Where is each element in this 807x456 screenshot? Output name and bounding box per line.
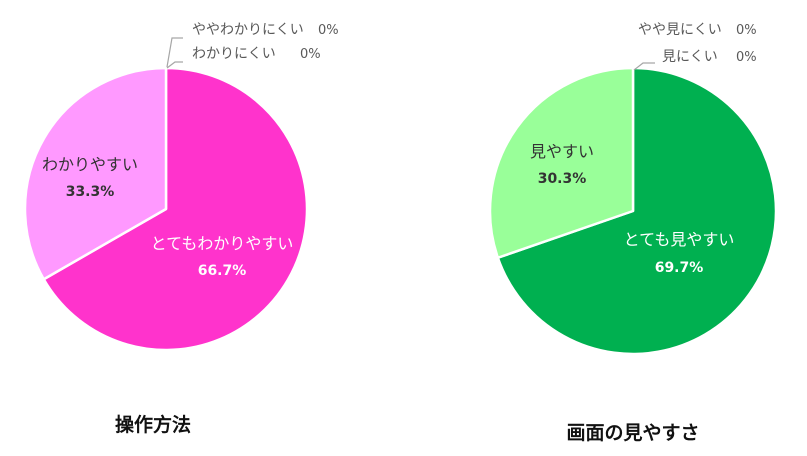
slice-label: ややわかりにくい bbox=[192, 22, 304, 38]
slice-value-label: 69.7% bbox=[655, 260, 704, 276]
slice-value-label: 0% bbox=[736, 23, 757, 38]
slice-value-label: 0% bbox=[318, 23, 339, 38]
slice-value-label: 30.3% bbox=[538, 171, 587, 187]
slice-value-label: 0% bbox=[736, 50, 757, 65]
chart-title: 操作方法 bbox=[115, 413, 191, 436]
slice-label: 見やすい bbox=[530, 142, 594, 161]
pie-slice bbox=[42, 66, 309, 352]
slice-label: とてもわかりやすい bbox=[151, 234, 294, 253]
chart-title: 画面の見やすさ bbox=[566, 422, 699, 444]
pie-slice bbox=[496, 66, 778, 356]
leader-line bbox=[633, 62, 655, 71]
slice-value-label: 0% bbox=[300, 47, 321, 62]
slice-label: わかりやすい bbox=[42, 155, 138, 174]
slice-label: とても見やすい bbox=[624, 230, 735, 249]
slice-value-label: 66.7% bbox=[198, 263, 247, 279]
slice-value-label: 33.3% bbox=[66, 184, 115, 200]
pie-slice bbox=[23, 66, 168, 281]
slice-label: わかりにくい bbox=[192, 46, 276, 62]
chart-screen-visibility: とても見やすい 69.7% 見やすい 30.3% やや見にくい 0% 見にくい 0% 画面の見… bbox=[488, 22, 778, 444]
leader-line bbox=[166, 61, 183, 69]
leader-line bbox=[166, 37, 183, 68]
slice-label: 見にくい bbox=[662, 49, 718, 65]
pie-slice bbox=[488, 66, 635, 259]
slice-label: やや見にくい bbox=[638, 22, 722, 38]
chart-operation-method: とてもわかりやすい 66.7% わかりやすい 33.3% ややわかりにくい 0% わかりにく… bbox=[23, 22, 339, 436]
